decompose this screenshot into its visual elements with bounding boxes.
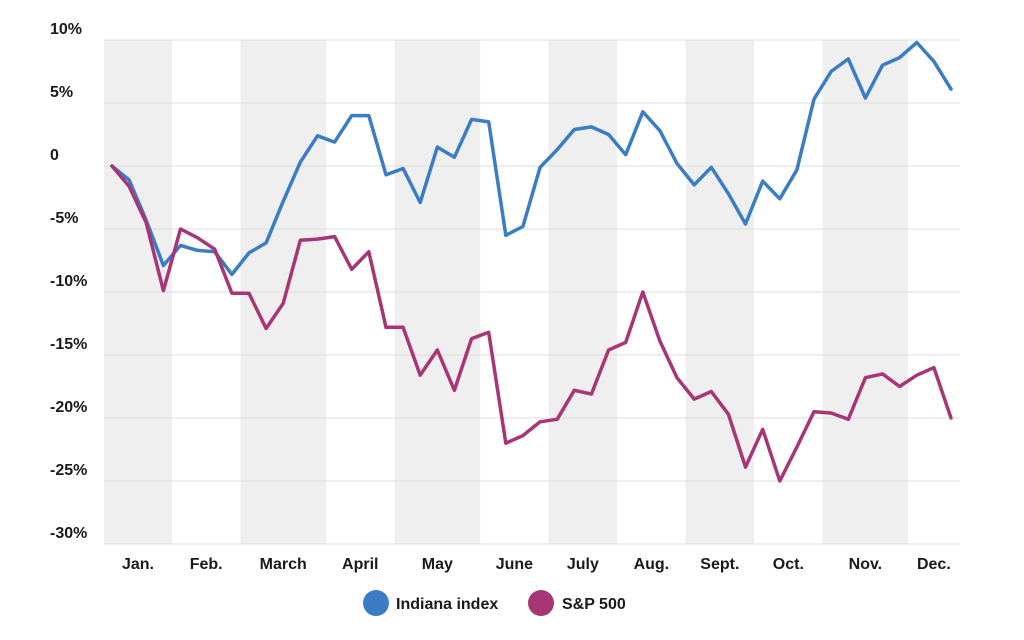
x-tick-label: Nov. — [849, 556, 882, 573]
x-tick-label: July — [567, 556, 599, 573]
y-tick-label: -5% — [50, 210, 78, 227]
x-tick-label: Oct. — [773, 556, 804, 573]
y-tick-label: -25% — [50, 462, 87, 479]
legend-label: S&P 500 — [562, 596, 626, 613]
legend: Indiana index S&P 500 — [363, 590, 626, 616]
x-tick-label: April — [342, 556, 378, 573]
x-tick-label: June — [496, 556, 533, 573]
series-line-sp-500 — [110, 164, 953, 483]
series-lines — [110, 40, 953, 483]
legend-swatch — [363, 590, 389, 616]
x-tick-label: May — [422, 556, 453, 573]
y-tick-label: 5% — [50, 84, 73, 101]
y-tick-label: 10% — [50, 21, 82, 38]
y-tick-label: -10% — [50, 273, 87, 290]
y-axis-ticks: 10% 5% 0 -5% -10% -15% -20% -25% -30% — [50, 21, 87, 542]
x-tick-label: Dec. — [917, 556, 951, 573]
gridlines — [104, 39, 960, 545]
x-tick-label: Feb. — [190, 556, 223, 573]
series-line-indiana-index — [110, 40, 953, 277]
y-tick-label: -20% — [50, 399, 87, 416]
y-tick-label: -30% — [50, 525, 87, 542]
legend-label: Indiana index — [396, 596, 498, 613]
y-tick-label: -15% — [50, 336, 87, 353]
x-tick-label: Sept. — [700, 556, 739, 573]
y-tick-label: 0 — [50, 147, 59, 164]
x-tick-label: Aug. — [634, 556, 670, 573]
x-tick-label: Jan. — [122, 556, 154, 573]
x-axis-ticks: Jan. Feb. March April May June July Aug. Sept. Oc… — [122, 556, 951, 573]
x-tick-label: March — [260, 556, 307, 573]
legend-swatch — [528, 590, 554, 616]
